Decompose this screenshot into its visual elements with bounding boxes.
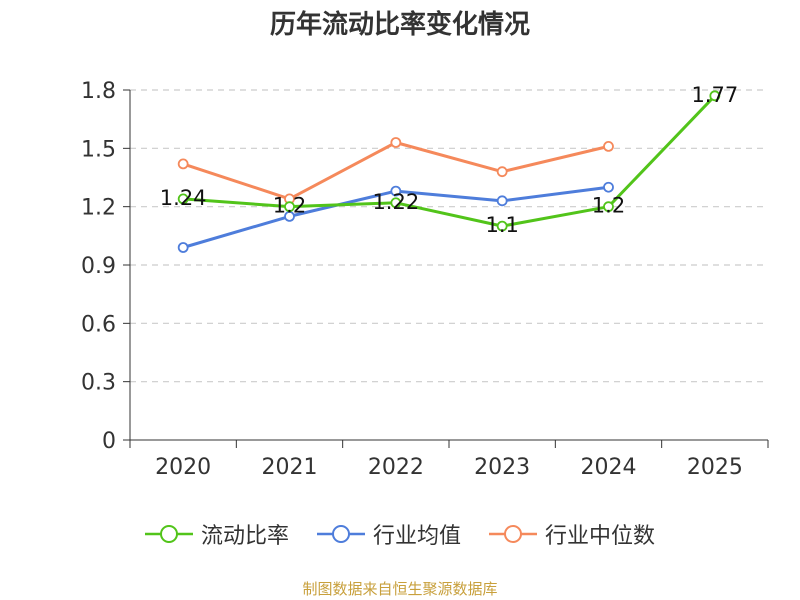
y-tick-label: 0.6 bbox=[81, 312, 116, 337]
point-industry_avg bbox=[603, 181, 614, 193]
point-industry_median bbox=[390, 137, 402, 148]
point-current_ratio bbox=[390, 197, 402, 209]
legend: 流动比率 行业均值 行业中位数 bbox=[0, 518, 800, 550]
point-industry_avg bbox=[496, 195, 508, 207]
y-tick-label: 1.8 bbox=[81, 79, 116, 104]
legend-item-current-ratio[interactable]: 流动比率 bbox=[144, 518, 289, 550]
data-label-current_ratio: 1.2 bbox=[273, 194, 306, 218]
legend-item-industry-median[interactable]: 行业中位数 bbox=[489, 518, 655, 550]
data-label-current_ratio: 1.22 bbox=[372, 190, 419, 214]
point-industry_avg bbox=[177, 242, 189, 253]
x-tick-label: 2024 bbox=[581, 455, 637, 480]
x-tick-label: 2025 bbox=[687, 455, 743, 480]
x-tick-label: 2023 bbox=[474, 455, 530, 480]
x-tick-label: 2020 bbox=[155, 455, 211, 480]
y-tick-label: 0 bbox=[102, 429, 116, 454]
legend-industry-median-icon bbox=[489, 525, 537, 543]
data-label-current_ratio: 1.24 bbox=[160, 186, 207, 210]
series-line-current_ratio bbox=[183, 94, 716, 228]
point-current_ratio bbox=[603, 201, 614, 213]
x-tick-label: 2022 bbox=[368, 455, 424, 480]
legend-industry-avg-icon bbox=[316, 525, 365, 543]
point-current_ratio bbox=[496, 220, 508, 232]
chart-title: 历年流动比率变化情况 bbox=[269, 10, 530, 40]
point-industry_median bbox=[603, 140, 614, 152]
point-current_ratio bbox=[177, 193, 189, 205]
legend-label-industry-median: 行业中位数 bbox=[545, 524, 656, 549]
x-tick-label: 2021 bbox=[262, 455, 318, 480]
y-tick-label: 0.3 bbox=[81, 371, 116, 396]
y-tick-label: 1.5 bbox=[81, 137, 116, 162]
data-label-current_ratio: 1.77 bbox=[691, 83, 738, 107]
point-current_ratio bbox=[284, 201, 295, 213]
legend-label-current-ratio: 流动比率 bbox=[200, 524, 289, 549]
point-current_ratio bbox=[709, 90, 721, 102]
legend-current-ratio-icon bbox=[144, 525, 193, 543]
point-industry_median bbox=[496, 166, 508, 178]
source-note: 制图数据来自恒生聚源数据库 bbox=[302, 580, 498, 598]
legend-item-industry-avg[interactable]: 行业均值 bbox=[316, 518, 461, 550]
data-label-current_ratio: 1.1 bbox=[485, 213, 518, 237]
data-label-current_ratio: 1.2 bbox=[592, 194, 625, 218]
y-tick-label: 1.2 bbox=[81, 196, 116, 221]
y-tick-label: 0.9 bbox=[81, 254, 116, 279]
point-industry_median bbox=[177, 158, 189, 170]
legend-label-industry-avg: 行业均值 bbox=[372, 524, 461, 549]
point-industry_avg bbox=[390, 185, 402, 197]
